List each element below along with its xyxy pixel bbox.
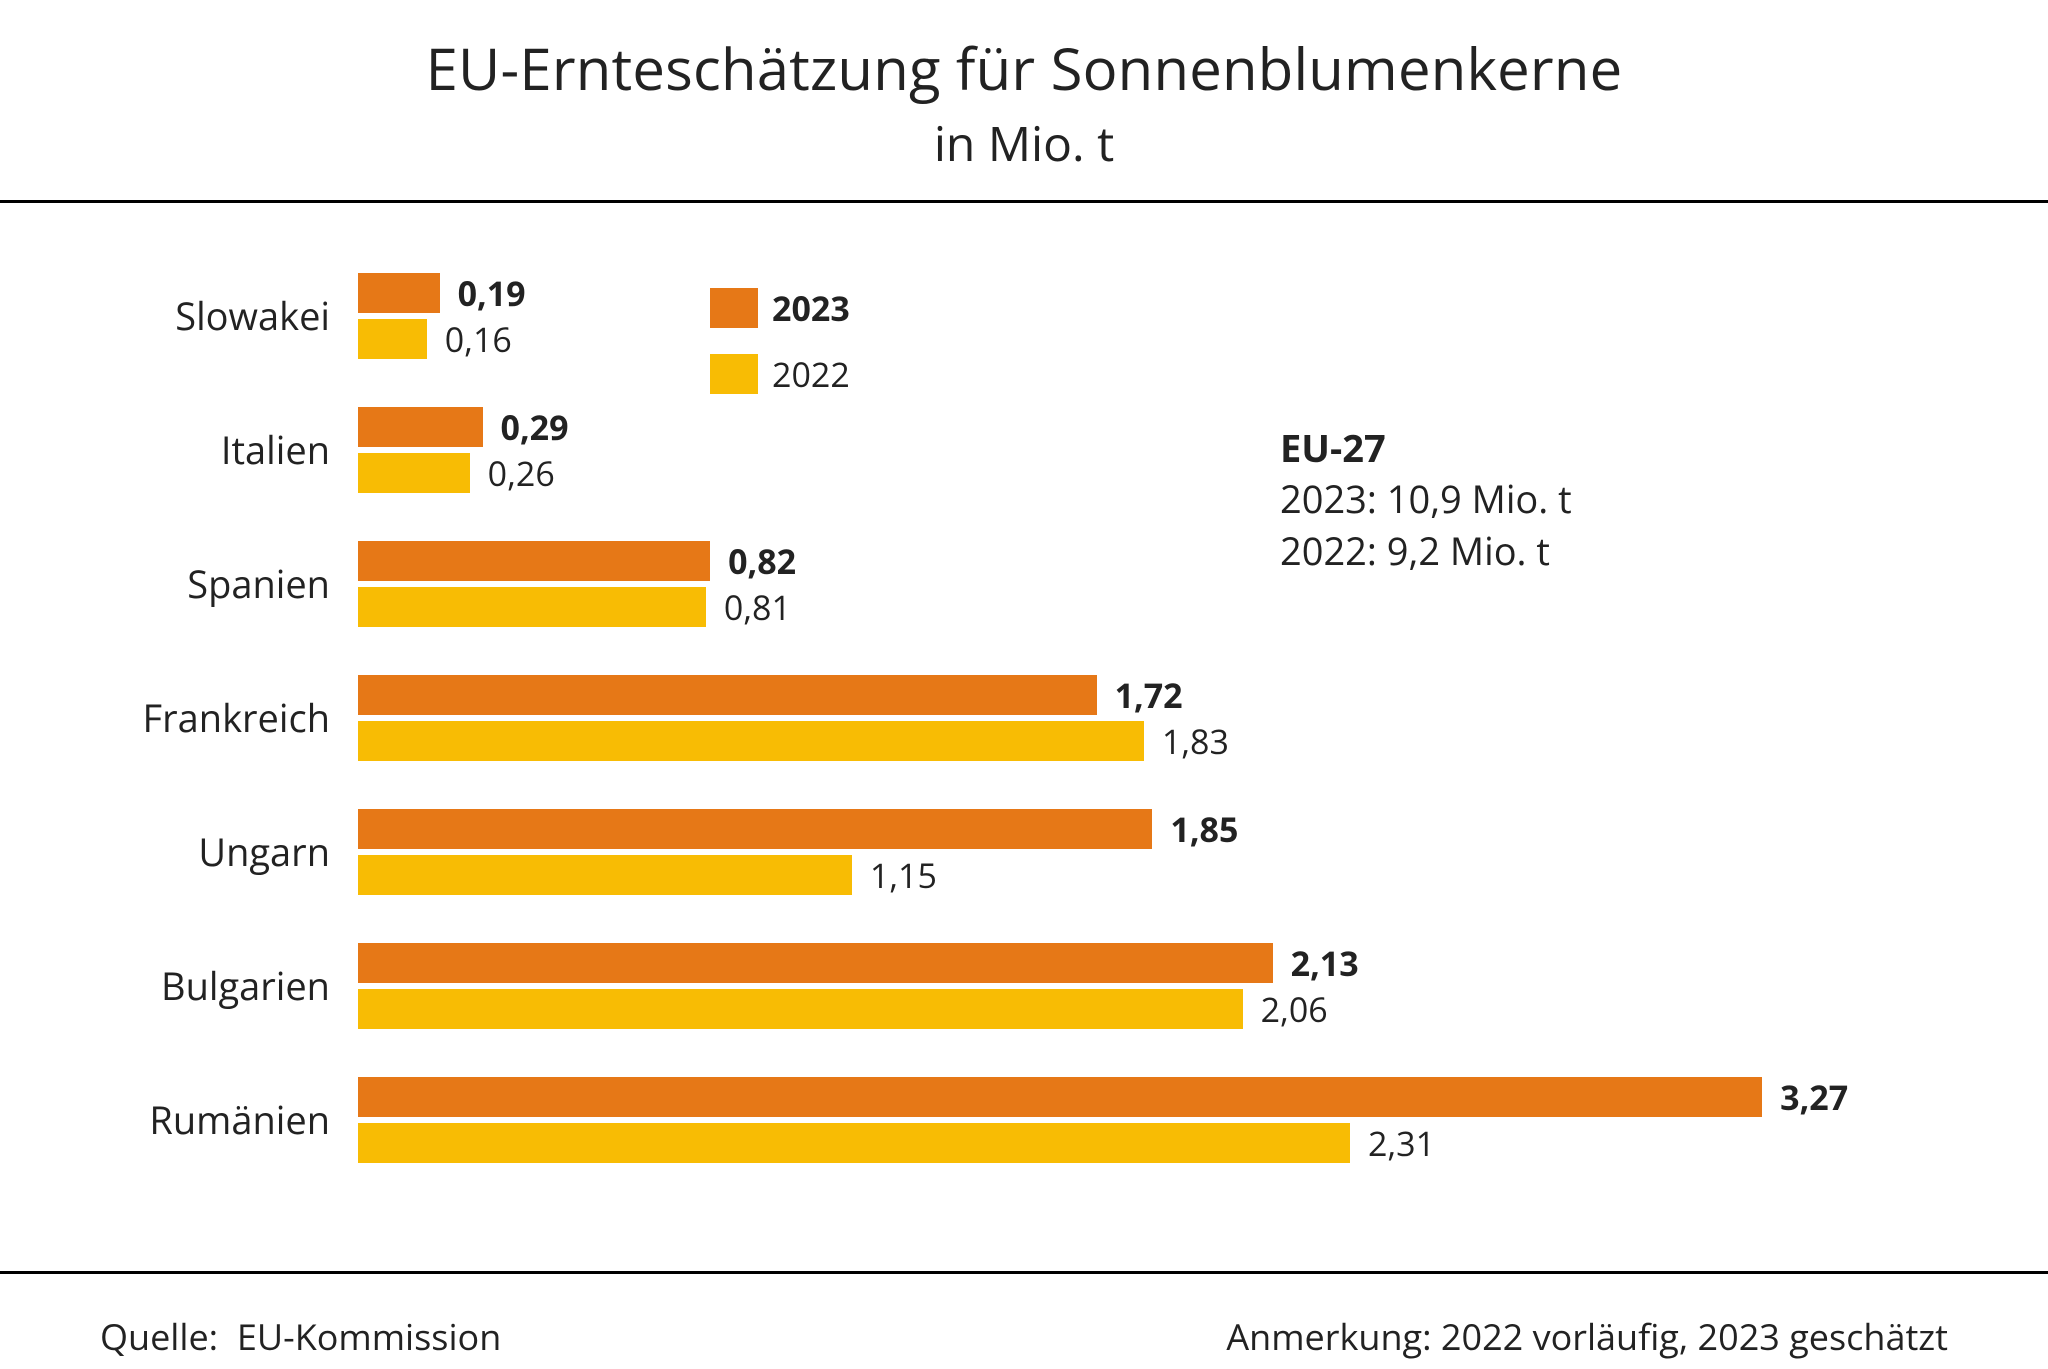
bar-rect (358, 319, 427, 359)
footer-note: Anmerkung: 2022 vorläufig, 2023 geschätz… (1226, 1312, 1948, 1361)
legend-2022: 2022 (710, 351, 850, 397)
chart-title: EU-Ernteschätzung für Sonnenblumenkerne (0, 28, 2048, 107)
bar-value: 0,19 (458, 270, 526, 316)
bar-2022: 2,31 (358, 1123, 1928, 1163)
bar-rect (358, 407, 483, 447)
category-label: Frankreich (120, 692, 358, 744)
bar-row: Frankreich1,721,83 (120, 675, 1928, 761)
bar-rect (358, 453, 470, 493)
bar-2023: 0,29 (358, 407, 1928, 447)
bar-row: Ungarn 1,85 1,15 (120, 809, 1928, 895)
bar-value: 1,83 (1162, 718, 1229, 764)
bar-2022: 2,06 (358, 989, 1928, 1029)
legend-label-2023: 2023 (772, 285, 850, 331)
bar-pair: 1,85 1,15 (358, 809, 1928, 895)
bar-value: 2,31 (1368, 1120, 1435, 1166)
bar-value: 0,29 (501, 404, 569, 450)
category-label: Rumänien (120, 1094, 358, 1146)
chart-footer: Quelle: EU-Kommission Anmerkung: 2022 vo… (0, 1274, 2048, 1361)
summary-box: EU-27 2023: 10,9 Mio. t 2022: 9,2 Mio. t (1280, 423, 1572, 577)
bar-value: 1,72 (1115, 672, 1183, 718)
bar-2022: 0,81 (358, 587, 1928, 627)
bar-value: 0,16 (445, 316, 512, 362)
source-value: EU-Kommission (237, 1312, 501, 1361)
category-label: Italien (120, 424, 358, 476)
bar-pair: 2,132,06 (358, 943, 1928, 1029)
legend: 2023 2022 (710, 285, 850, 417)
bar-2023: 0,82 (358, 541, 1928, 581)
chart-header: EU-Ernteschätzung für Sonnenblumenkerne … (0, 0, 2048, 176)
bar-row: Slowakei0,190,16 (120, 273, 1928, 359)
bar-2023: 3,27 (358, 1077, 1928, 1117)
chart-area: Slowakei0,190,16Italien0,290,26Spanien0,… (0, 203, 2048, 1271)
bar-rect (358, 587, 706, 627)
category-label: Ungarn (120, 826, 358, 878)
bar-pair: 0,820,81 (358, 541, 1928, 627)
bar-value: 0,26 (488, 450, 555, 496)
bar-rect (358, 1077, 1762, 1117)
bar-rows: Slowakei0,190,16Italien0,290,26Spanien0,… (120, 273, 1928, 1163)
legend-2023: 2023 (710, 285, 850, 331)
legend-label-2022: 2022 (772, 351, 850, 397)
category-label: Bulgarien (120, 960, 358, 1012)
bar-value: 1,15 (870, 852, 937, 898)
summary-line-2022: 2022: 9,2 Mio. t (1280, 526, 1572, 577)
bar-rect (358, 809, 1152, 849)
category-label: Spanien (120, 558, 358, 610)
source-label: Quelle: (100, 1312, 218, 1361)
source: Quelle: EU-Kommission (100, 1312, 501, 1361)
bar-row: Spanien0,820,81 (120, 541, 1928, 627)
bar-2023: 1,72 (358, 675, 1928, 715)
summary-head: EU-27 (1280, 423, 1572, 474)
bar-row: Rumänien 3,27 2,31 (120, 1077, 1928, 1163)
bar-pair: 0,290,26 (358, 407, 1928, 493)
bar-row: Italien0,290,26 (120, 407, 1928, 493)
bar-rect (358, 1123, 1350, 1163)
bar-value: 0,82 (728, 538, 796, 584)
bar-rect (358, 541, 710, 581)
bar-pair: 0,190,16 (358, 273, 1928, 359)
legend-swatch-2022 (710, 354, 758, 394)
summary-line-2023: 2023: 10,9 Mio. t (1280, 474, 1572, 525)
bar-value: 1,85 (1170, 806, 1238, 852)
bar-value: 2,13 (1291, 940, 1359, 986)
bar-2022: 0,26 (358, 453, 1928, 493)
bar-value: 3,27 (1780, 1074, 1848, 1120)
bar-rect (358, 855, 852, 895)
bar-rect (358, 989, 1243, 1029)
bar-pair: 3,27 2,31 (358, 1077, 1928, 1163)
bar-rect (358, 943, 1273, 983)
bar-value: 0,81 (724, 584, 791, 630)
bar-2023: 0,19 (358, 273, 1928, 313)
category-label: Slowakei (120, 290, 358, 342)
bar-2022: 0,16 (358, 319, 1928, 359)
bar-2023: 1,85 (358, 809, 1928, 849)
bar-2023: 2,13 (358, 943, 1928, 983)
bar-rect (358, 721, 1144, 761)
chart-subtitle: in Mio. t (0, 111, 2048, 176)
bar-rect (358, 675, 1097, 715)
bar-2022: 1,83 (358, 721, 1928, 761)
legend-swatch-2023 (710, 288, 758, 328)
bar-rect (358, 273, 440, 313)
bar-2022: 1,15 (358, 855, 1928, 895)
bar-row: Bulgarien2,132,06 (120, 943, 1928, 1029)
bar-value: 2,06 (1261, 986, 1328, 1032)
bar-pair: 1,721,83 (358, 675, 1928, 761)
